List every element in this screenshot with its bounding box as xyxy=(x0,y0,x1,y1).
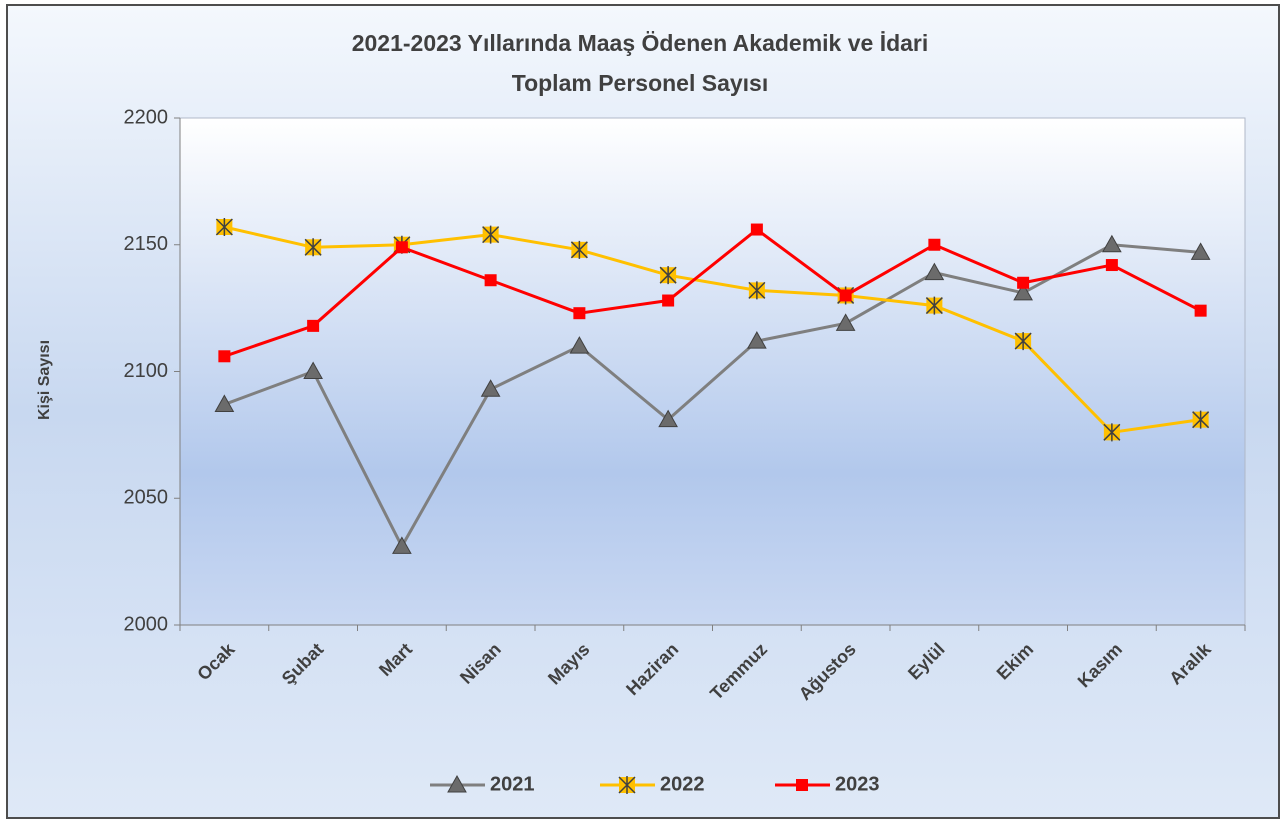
data-point xyxy=(218,350,231,363)
marker-shape xyxy=(392,536,412,554)
marker-shape xyxy=(570,240,588,259)
y-tick-label: 2150 xyxy=(124,233,169,255)
data-point xyxy=(480,379,501,397)
data-point xyxy=(662,294,675,307)
marker-shape xyxy=(835,313,856,331)
marker-shape xyxy=(924,262,945,281)
data-point xyxy=(925,296,943,315)
data-point xyxy=(839,289,852,302)
marker-shape xyxy=(1013,282,1033,301)
data-point xyxy=(304,238,322,257)
data-point xyxy=(303,361,323,379)
marker-shape xyxy=(480,379,501,397)
legend-marker xyxy=(447,774,467,793)
data-point xyxy=(1105,259,1118,272)
marker-shape xyxy=(1105,259,1118,272)
data-point xyxy=(570,240,588,259)
marker-shape xyxy=(218,350,231,363)
data-point xyxy=(747,331,767,349)
marker-shape xyxy=(1102,234,1122,253)
chart-title: 2021-2023 Yıllarında Maaş Ödenen Akademi… xyxy=(352,30,929,56)
marker-shape xyxy=(618,776,636,794)
marker-shape xyxy=(447,774,467,793)
legend-label: 2021 xyxy=(490,773,535,795)
marker-shape xyxy=(214,394,235,412)
data-point xyxy=(1014,332,1032,351)
marker-shape xyxy=(750,223,763,236)
series-line xyxy=(223,243,1201,550)
data-point xyxy=(1017,276,1030,289)
y-tick-label: 2050 xyxy=(124,487,169,509)
marker-shape xyxy=(1017,276,1030,289)
legend-marker xyxy=(796,779,808,791)
data-point xyxy=(307,319,320,332)
data-point xyxy=(215,218,233,237)
data-point xyxy=(482,225,500,244)
data-point xyxy=(748,281,766,300)
data-point xyxy=(1102,234,1122,253)
marker-shape xyxy=(482,225,500,244)
marker-shape xyxy=(662,294,675,307)
marker-shape xyxy=(839,289,852,302)
marker-shape xyxy=(748,281,766,300)
marker-shape xyxy=(573,307,586,320)
data-point xyxy=(924,262,945,281)
marker-shape xyxy=(1103,423,1121,442)
marker-shape xyxy=(215,218,233,237)
data-point xyxy=(659,266,677,285)
marker-shape xyxy=(1194,304,1207,317)
marker-shape xyxy=(395,241,408,254)
data-point xyxy=(395,241,408,254)
data-point xyxy=(1190,242,1211,260)
marker-shape xyxy=(307,319,320,332)
data-point xyxy=(214,394,235,412)
series-line xyxy=(223,227,1202,358)
data-point xyxy=(835,313,856,331)
y-tick-label: 2200 xyxy=(124,106,169,128)
marker-shape xyxy=(925,296,943,315)
marker-shape xyxy=(928,238,941,251)
series-line xyxy=(224,225,1201,434)
data-point xyxy=(1192,410,1210,429)
legend-marker xyxy=(618,776,636,794)
data-point xyxy=(658,409,678,428)
data-point xyxy=(928,238,941,251)
chart-subtitle: Toplam Personel Sayısı xyxy=(512,70,769,96)
marker-shape xyxy=(304,238,322,257)
data-point xyxy=(1103,423,1121,442)
marker-shape xyxy=(484,274,497,287)
y-axis-title: Kişi Sayısı xyxy=(36,340,53,420)
marker-shape xyxy=(747,331,767,349)
legend-label: 2022 xyxy=(660,773,705,795)
marker-shape xyxy=(658,409,678,428)
data-point xyxy=(392,536,412,554)
y-tick-label: 2000 xyxy=(124,613,169,635)
data-point xyxy=(1013,282,1033,301)
data-point xyxy=(1194,304,1207,317)
marker-shape xyxy=(569,336,590,354)
marker-shape xyxy=(659,266,677,285)
marker-shape xyxy=(796,779,808,791)
legend-label: 2023 xyxy=(835,773,880,795)
marker-shape xyxy=(1192,410,1210,429)
marker-shape xyxy=(303,361,323,379)
data-point xyxy=(573,307,586,320)
plot-area xyxy=(179,117,1246,626)
marker-shape xyxy=(1190,242,1211,260)
data-point xyxy=(750,223,763,236)
data-point xyxy=(569,336,590,354)
data-point xyxy=(484,274,497,287)
marker-shape xyxy=(1014,332,1032,351)
y-tick-label: 2100 xyxy=(124,360,169,382)
